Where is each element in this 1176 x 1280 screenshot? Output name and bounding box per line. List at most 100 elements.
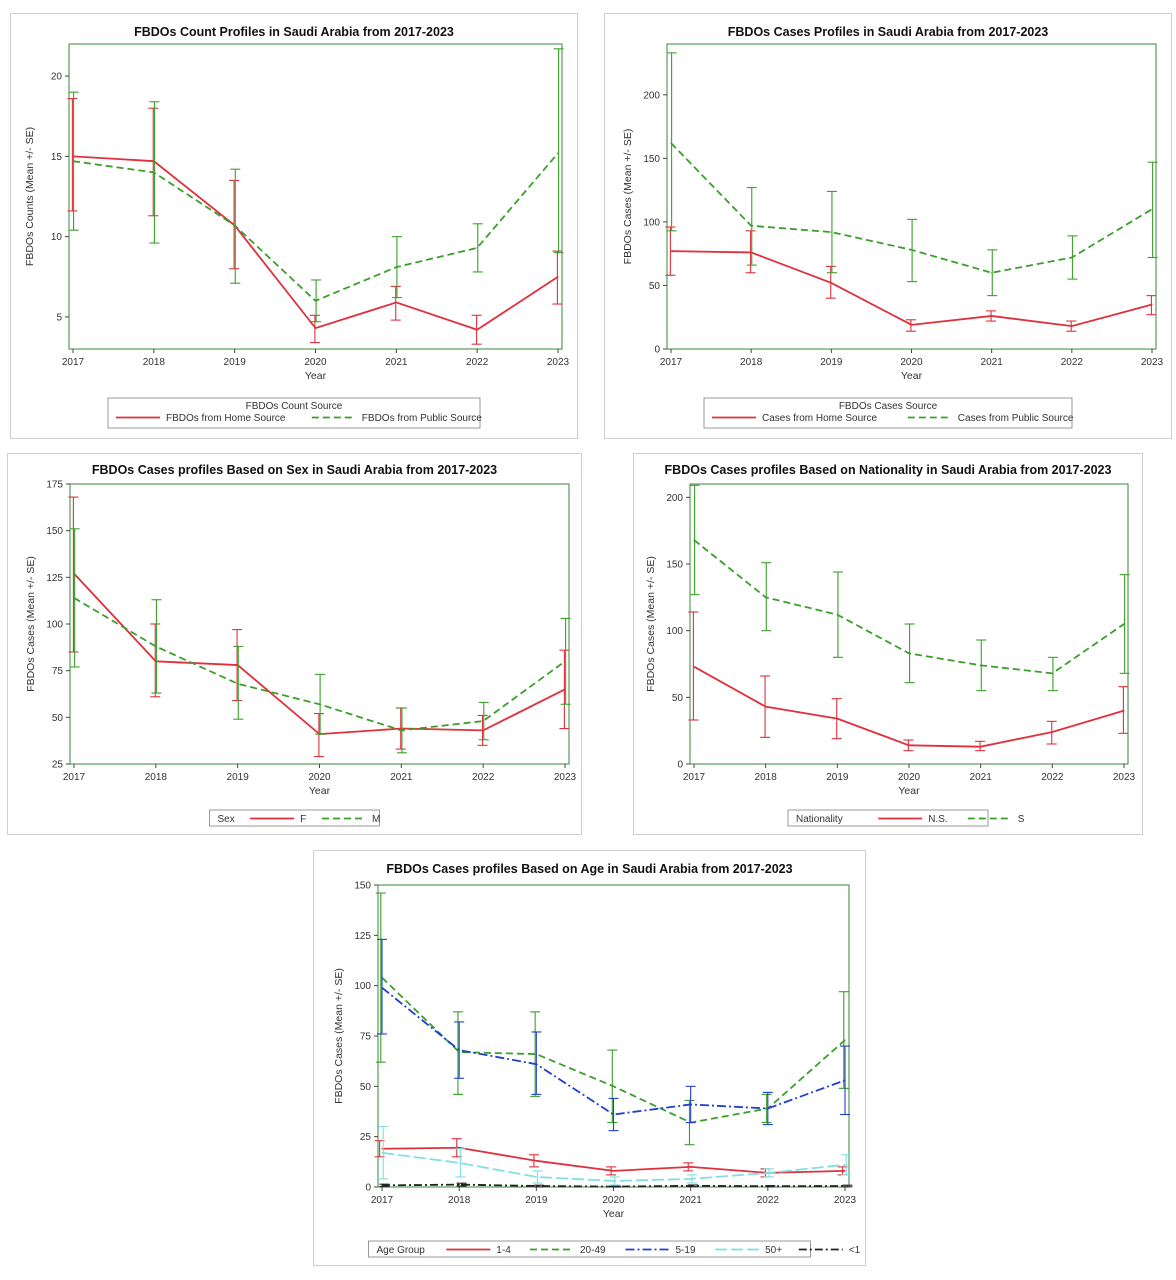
data-point [844,1185,846,1187]
data-point [381,1184,383,1186]
chart-svg: FBDOs Cases profiles Based on Sex in Sau… [25,463,577,827]
series-line [670,142,1153,274]
data-point [767,1107,769,1110]
data-point [381,987,383,989]
data-point [73,597,75,599]
x-tick-label: 2020 [898,772,921,783]
series-group [69,528,571,754]
x-tick-label: 2017 [371,1195,394,1206]
x-axis-label: Year [901,370,923,382]
data-point [830,231,832,233]
data-point [1051,672,1053,674]
data-point [234,224,236,226]
x-tick-label: 2023 [1113,772,1136,783]
series-line [693,665,1125,748]
data-point [381,1148,383,1150]
chart-svg: FBDOs Cases Profiles in Saudi Arabia fro… [622,25,1164,429]
data-point [612,1180,615,1182]
y-tick-label: 100 [354,981,371,992]
chart-title: FBDOs Cases profiles Based on Age in Sau… [386,862,792,876]
legend-label: FBDOs from Public Source [362,413,482,424]
data-point [991,272,993,274]
x-tick-label: 2017 [683,772,706,783]
x-tick-label: 2020 [900,357,923,368]
legend-label: 20-49 [580,1245,606,1256]
data-point [400,729,402,731]
series-group [665,226,1157,332]
series-group [67,98,563,345]
plot-frame [666,43,1157,350]
data-point [535,1185,537,1187]
y-tick-label: 50 [52,713,64,724]
data-point [750,225,752,227]
data-point [844,1039,846,1041]
y-tick-label: 75 [360,1032,372,1043]
legend: Nationality N.S. S [787,809,1025,827]
x-tick-label: 2021 [385,357,408,368]
y-axis-label: FBDOs Counts (Mean +/- SE) [24,127,36,266]
y-tick-label: 50 [360,1082,372,1093]
data-point [690,1166,692,1168]
legend-label: Cases from Home Source [762,413,877,424]
data-point [314,327,317,329]
chart-panel-age: FBDOs Cases profiles Based on Age in Sau… [313,850,866,1266]
chart-panel-cases-source: FBDOs Cases Profiles in Saudi Arabia fro… [604,13,1172,439]
y-tick-label: 25 [52,760,64,771]
series-group [377,938,850,1132]
data-point [844,1164,846,1166]
data-point [908,744,910,746]
x-tick-label: 2023 [554,772,577,783]
legend-label: N.S. [928,814,947,825]
legend: Age Group 1-4 20-49 5-19 50+ <1 [368,1240,861,1258]
data-point [155,645,157,647]
x-tick-label: 2018 [740,357,763,368]
data-point [381,1152,383,1154]
x-tick-label: 2023 [1141,357,1164,368]
data-point [767,1172,769,1174]
y-axis-label: FBDOs Cases (Mean +/- SE) [333,968,345,1104]
data-point [767,1185,769,1187]
y-tick-label: 20 [51,72,63,83]
legend-title: Nationality [796,814,843,825]
chart-title: FBDOs Cases profiles Based on Nationalit… [665,463,1112,477]
y-tick-label: 125 [46,573,63,584]
x-axis-label: Year [309,785,331,797]
legend-label: F [300,814,306,825]
chart-svg: FBDOs Cases profiles Based on Nationalit… [645,463,1136,827]
y-tick-label: 100 [666,626,683,637]
x-tick-label: 2021 [680,1195,703,1206]
chart-svg: FBDOs Count Profiles in Saudi Arabia fro… [24,25,570,429]
series-group [666,52,1158,297]
series-line [381,1146,846,1174]
series-line [72,155,559,331]
data-point [1151,208,1153,210]
data-point [482,720,484,722]
data-point [314,300,317,302]
x-tick-label: 2018 [755,772,778,783]
legend-label: 5-19 [676,1245,696,1256]
x-tick-label: 2021 [970,772,993,783]
x-tick-label: 2020 [602,1195,625,1206]
data-point [844,1170,846,1172]
legend-title: Sex [218,814,235,825]
series-line [670,250,1153,328]
x-tick-label: 2019 [826,772,849,783]
y-tick-label: 0 [677,760,683,771]
data-point [765,596,767,598]
legend-label: FBDOs from Home Source [166,413,286,424]
data-point [318,703,321,705]
y-tick-label: 150 [666,560,683,571]
data-point [910,324,913,326]
y-tick-label: 5 [56,312,62,323]
series-line [72,152,559,302]
data-point [612,1113,615,1116]
series-group [68,48,564,323]
legend-title: Age Group [377,1245,426,1256]
data-point [476,329,478,331]
legend-label: 1-4 [496,1245,511,1256]
data-point [458,1183,460,1186]
legend-box [107,397,481,429]
data-point [830,282,832,284]
series-group [378,1126,852,1186]
